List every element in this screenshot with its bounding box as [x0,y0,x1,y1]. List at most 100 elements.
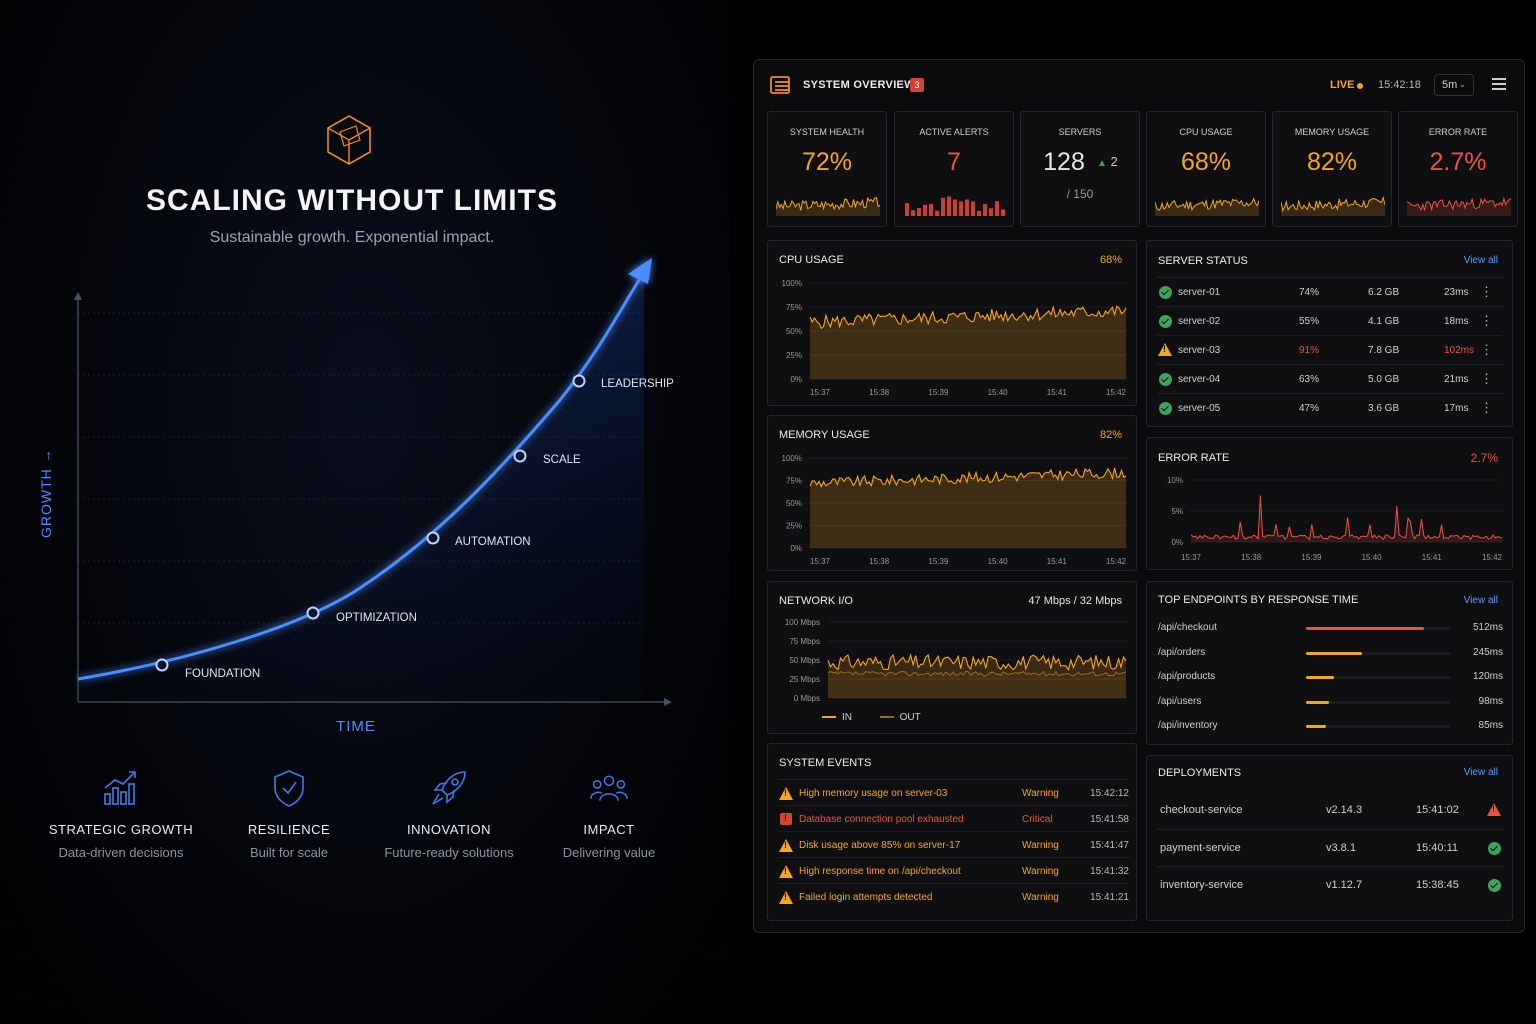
deployment-service: payment-service [1160,842,1241,854]
network-legend: IN OUT [822,712,921,723]
x-tick-label: 15:40 [988,388,1009,397]
view-all-link[interactable]: View all [1463,595,1498,606]
kpi-active-alerts[interactable]: ACTIVE ALERTS 7 [894,111,1014,227]
deployment-service: inventory-service [1160,879,1244,891]
endpoint-bar [1306,700,1329,704]
endpoint-row[interactable]: /api/inventory 85ms [1158,716,1503,740]
cube-logo-icon [327,115,371,165]
event-level: Warning [1022,840,1059,851]
kpi-error-rate[interactable]: ERROR RATE 2.7% [1398,111,1518,227]
x-tick-label: 15:37 [1181,553,1202,562]
more-options-icon[interactable]: ⋮ [1480,284,1493,299]
kpi-cpu-usage[interactable]: CPU USAGE 68% [1146,111,1266,227]
warning-icon [1487,803,1501,816]
event-row[interactable]: Failed login attempts detected Warning 1… [778,883,1129,909]
view-all-link[interactable]: View all [1463,767,1498,778]
event-row[interactable]: High response time on /api/checkout Warn… [778,857,1129,883]
spark-line [1281,195,1385,213]
stack-logo-icon[interactable] [770,76,790,94]
endpoint-bar-track [1306,676,1451,679]
server-row[interactable]: server-05 47% 3.6 GB 17ms ⋮ [1157,393,1503,422]
endpoint-path: /api/inventory [1158,720,1218,731]
card-value: 82% [1099,429,1122,441]
spark-bar [929,203,933,216]
server-memory: 4.1 GB [1368,316,1400,327]
event-row[interactable]: Database connection pool exhausted Criti… [778,805,1129,831]
x-tick-label: 15:42 [1106,388,1127,397]
kpi-label: MEMORY USAGE [1294,127,1370,137]
endpoint-row[interactable]: /api/users 98ms [1158,692,1503,716]
time-range-value: 5m [1442,79,1458,91]
spark-bar [965,199,969,216]
server-memory: 3.6 GB [1368,403,1400,414]
event-time: 15:42:12 [1090,788,1129,799]
server-row[interactable]: server-03 91% 7.8 GB 102ms ⋮ [1157,335,1503,364]
endpoint-row[interactable]: /api/checkout 512ms [1158,618,1503,642]
feature-resilience: RESILIENCE Built for scale [204,768,374,860]
x-tick-label: 15:38 [1241,553,1262,562]
event-row[interactable]: Disk usage above 85% on server-17 Warnin… [778,831,1129,857]
spark-bar [995,201,999,216]
hamburger-menu-icon[interactable] [1492,78,1506,90]
spark-bar [959,201,963,216]
memory-usage-chart: 100% 75% 50% 25% 0% 15:37 15:38 15:39 15:40 15:41… [782,454,1127,566]
more-options-icon[interactable]: ⋮ [1480,400,1493,415]
kpi-total: / 150 [1066,187,1094,201]
alert-count-badge[interactable]: 3 [910,78,924,92]
card-value: 68% [1099,254,1122,266]
more-options-icon[interactable]: ⋮ [1480,342,1493,357]
y-tick-label: 100% [782,454,802,463]
server-row[interactable]: server-04 63% 5.0 GB 21ms ⋮ [1157,364,1503,393]
x-tick-label: 15:40 [1362,553,1383,562]
event-level: Warning [1022,866,1059,877]
endpoint-row[interactable]: /api/products 120ms [1158,667,1503,691]
kpi-sparkline [776,196,880,216]
deployment-service: checkout-service [1160,804,1243,816]
deployment-status [1486,796,1502,816]
endpoint-bar [1306,651,1362,655]
feature-impact: IMPACT Delivering value [524,768,694,860]
kpi-memory-usage[interactable]: MEMORY USAGE 82% [1272,111,1392,227]
endpoint-time: 98ms [1478,695,1503,707]
event-row[interactable]: High memory usage on server-03 Warning 1… [778,779,1129,805]
spark-bar [989,208,993,216]
server-cpu: 91% [1299,345,1320,356]
spark-line [1407,196,1511,212]
server-cpu: 47% [1299,403,1320,414]
server-row[interactable]: server-02 55% 4.1 GB 18ms ⋮ [1157,306,1503,335]
card-value: 2.7% [1470,451,1498,465]
deployment-row[interactable]: payment-service v3.8.1 15:40:11 [1157,829,1503,866]
deployment-row[interactable]: inventory-service v1.12.7 15:38:45 [1157,866,1503,903]
time-range-select[interactable]: 5m ⌄ [1434,74,1474,96]
view-all-link[interactable]: View all [1463,255,1498,266]
x-tick-label: 15:40 [988,557,1009,566]
feature-title: INNOVATION [407,822,491,837]
server-row[interactable]: server-01 74% 6.2 GB 23ms ⋮ [1157,277,1503,306]
memory-usage-card: MEMORY USAGE 82% 100% 75% 50% 25% 0% 15:37 15:… [767,415,1137,571]
endpoint-path: /api/users [1158,695,1202,707]
kpi-bar-sparkline [905,196,1005,216]
deployments-card: DEPLOYMENTS View all checkout-service v2… [1146,755,1513,921]
endpoint-bar-track [1306,725,1451,728]
y-tick-label: 25% [786,522,802,531]
series-area [810,468,1126,548]
milestone-label: AUTOMATION [455,536,531,548]
event-message: High memory usage on server-03 [799,788,948,799]
endpoint-time: 120ms [1472,671,1503,682]
more-options-icon[interactable]: ⋮ [1480,313,1493,328]
deployment-row[interactable]: checkout-service v2.14.3 15:41:02 [1157,792,1503,829]
kpi-system-health[interactable]: SYSTEM HEALTH 72% [767,111,887,227]
kpi-value: 82% [1306,148,1358,176]
more-options-icon[interactable]: ⋮ [1480,371,1493,386]
spark-bar [977,210,981,216]
kpi-label: ACTIVE ALERTS [919,127,989,137]
dashboard-header: SYSTEM OVERVIEW 3 LIVE 15:42:18 5m ⌄ [754,60,1524,110]
spark-area [1281,197,1385,216]
kpi-label: CPU USAGE [1179,127,1233,137]
people-group-icon [590,775,628,801]
growth-curve-graphic: FOUNDATION OPTIMIZATION AUTOMATION SCALE… [38,258,674,735]
endpoint-row[interactable]: /api/orders 245ms [1158,643,1503,667]
endpoint-time: 85ms [1478,720,1503,731]
y-tick-label: 75 Mbps [789,637,820,646]
kpi-servers[interactable]: SERVERS 128 ▲ 2 / 150 [1020,111,1140,227]
